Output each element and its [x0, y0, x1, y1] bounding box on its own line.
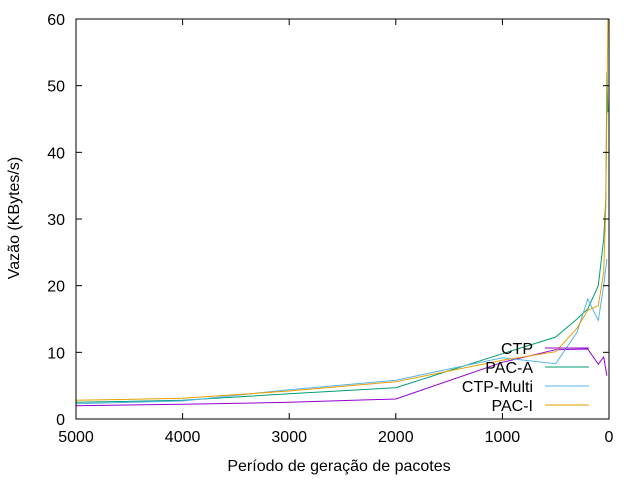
legend-label-pac-i: PAC-I	[492, 398, 533, 415]
x-tick-label: 3000	[271, 429, 307, 446]
legend-label-ctp-multi: CTP-Multi	[462, 379, 533, 396]
y-tick-label: 50	[47, 79, 65, 96]
x-tick-label: 0	[605, 429, 614, 446]
legend-label-pac-a: PAC-A	[485, 360, 533, 377]
tick-layer: 5000 4000 3000 2000 1000 0 0 10 20 30 40 50 60	[47, 12, 613, 446]
y-tick-label: 40	[47, 145, 65, 162]
plot-frame	[75, 18, 610, 420]
y-tick-label: 0	[56, 412, 65, 429]
x-tick-label: 4000	[165, 429, 201, 446]
y-tick-label: 30	[47, 212, 65, 229]
y-tick-label: 20	[47, 279, 65, 296]
x-axis-label: Período de geração de pacotes	[227, 458, 450, 475]
y-axis-label: Vazão (KBytes/s)	[6, 157, 23, 279]
legend: CTP PAC-A CTP-Multi PAC-I	[462, 341, 589, 415]
series-layer	[75, 18, 609, 407]
series-line-pac-i	[75, 18, 609, 401]
y-tick-label: 60	[47, 12, 65, 29]
legend-label-ctp: CTP	[501, 341, 533, 358]
x-tick-label: 1000	[485, 429, 521, 446]
x-tick-label: 5000	[58, 429, 94, 446]
y-tick-label: 10	[47, 345, 65, 362]
x-tick-label: 2000	[378, 429, 414, 446]
